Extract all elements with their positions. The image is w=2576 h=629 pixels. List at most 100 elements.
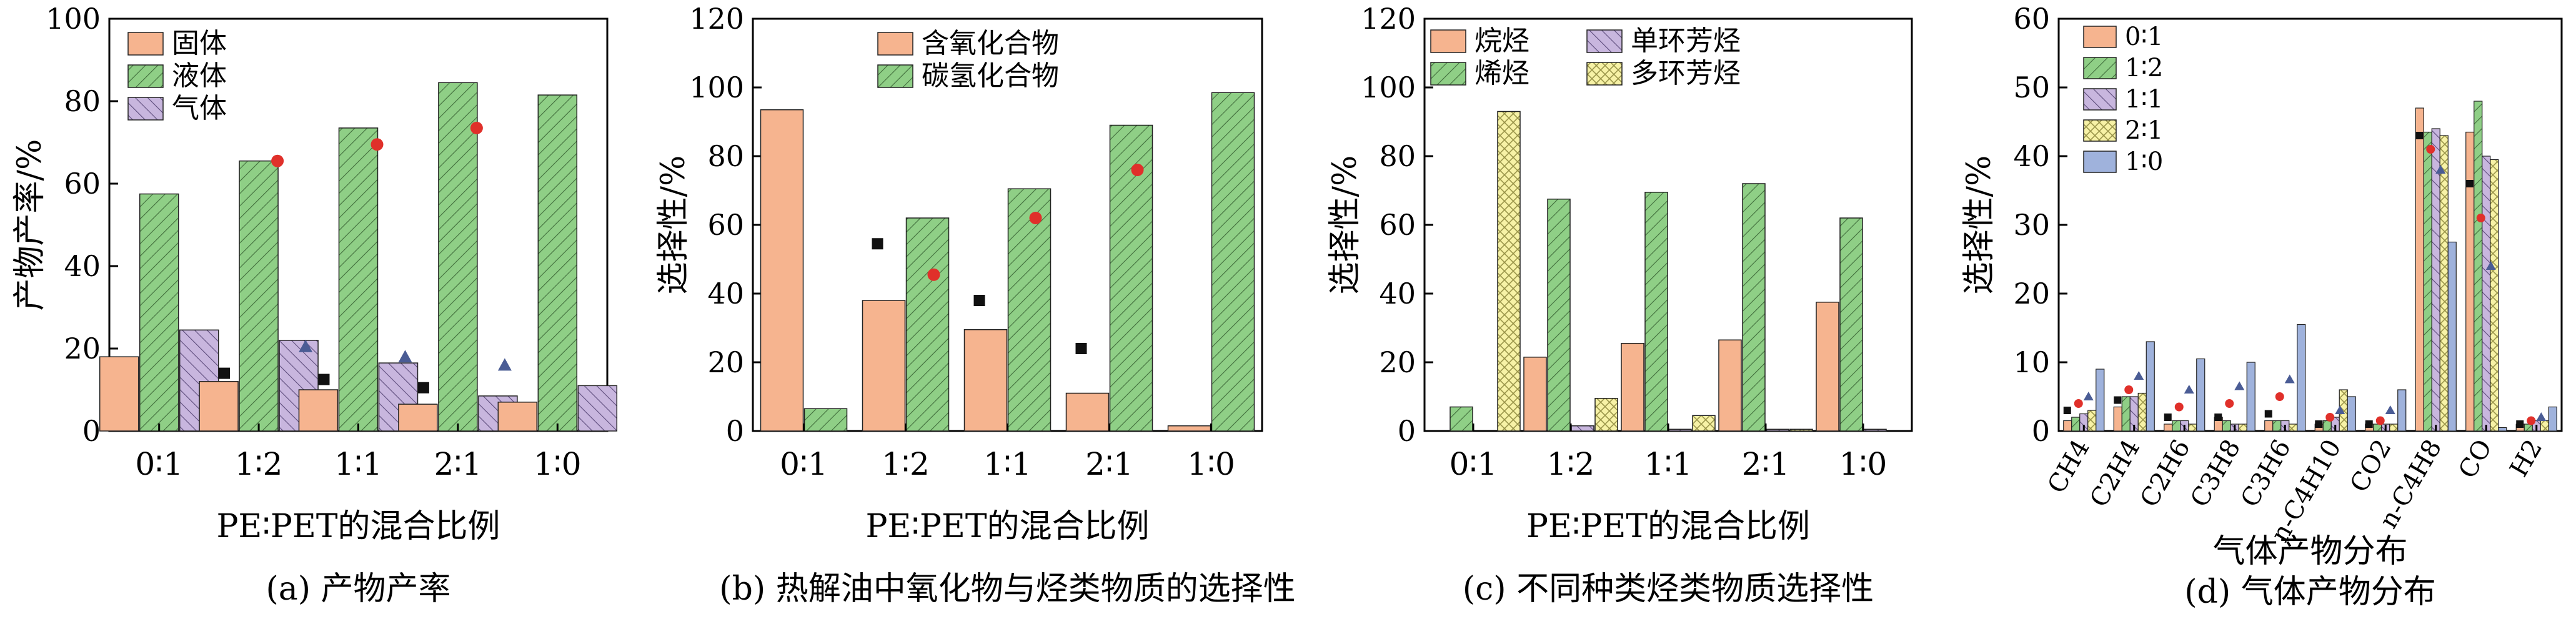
- marker-triangle: [299, 339, 313, 352]
- chart-d: 0102030405060选择性/%CH4C2H4C2H6C3H8C3H6n-C…: [1961, 2, 2563, 611]
- legend-label: 2∶1: [2125, 116, 2163, 145]
- x-tick-label: 1∶2: [235, 446, 283, 482]
- x-tick-label: 1∶2: [1547, 446, 1595, 482]
- x-tick-label: 1∶1: [983, 446, 1032, 482]
- y-tick-label: 20: [64, 332, 101, 365]
- bar: [438, 82, 478, 432]
- subplot-caption: (d) 气体产物分布: [2184, 573, 2435, 611]
- marker-triangle: [2335, 405, 2345, 414]
- y-tick-label: 0: [82, 414, 101, 448]
- bar: [1211, 92, 1255, 432]
- bar: [1547, 199, 1571, 432]
- chart-a: 0 20 40 60 80 100 产物产率/% 0∶1 1∶2 1∶1 2∶1 1∶0 PE∶PET的…: [11, 2, 618, 608]
- y-tick-label: 20: [1379, 345, 1416, 379]
- x-tick-label: 1∶1: [1644, 446, 1693, 482]
- x-tick-label: 1∶1: [334, 446, 382, 482]
- bar: [239, 160, 279, 432]
- marker-circle: [2426, 145, 2435, 154]
- legend-label: 0∶1: [2125, 22, 2163, 51]
- y-tick-label: 40: [707, 277, 744, 310]
- legend-swatch: [877, 32, 913, 56]
- y-tick-label: 120: [689, 2, 744, 36]
- y-axis-label: 选择性/%: [655, 156, 692, 295]
- marker-circle: [2124, 385, 2134, 394]
- x-tick-label: H2: [2504, 435, 2548, 482]
- bar: [2548, 406, 2557, 432]
- bar: [298, 389, 339, 432]
- legend-label: 碳氢化合物: [922, 60, 1059, 92]
- marker-triangle: [2284, 374, 2295, 384]
- bar: [2373, 423, 2382, 432]
- y-tick-label: 60: [1379, 208, 1416, 242]
- x-axis-label: PE∶PET的混合比例: [216, 508, 500, 545]
- legend-label: 1∶2: [2125, 54, 2163, 82]
- bar: [803, 408, 848, 432]
- legend-swatch: [1430, 62, 1466, 86]
- bar: [338, 127, 379, 432]
- marker-triangle: [2485, 261, 2496, 270]
- subplot-caption: (c) 不同种类烃类物质选择性: [1463, 570, 1874, 608]
- bar: [2121, 396, 2131, 432]
- bar: [2431, 128, 2440, 432]
- y-tick-label: 100: [1361, 71, 1416, 104]
- bar: [1789, 428, 1813, 432]
- marker-square: [2164, 414, 2172, 421]
- bar: [760, 109, 804, 432]
- x-tick-label: 0∶1: [135, 446, 183, 482]
- legend-label: 含氧化合物: [922, 27, 1059, 59]
- x-tick-label: C3H8: [2185, 435, 2246, 512]
- x-tick-label: 2∶1: [434, 446, 482, 482]
- x-tick-label: 0∶1: [1450, 446, 1498, 482]
- marker-triangle: [2536, 412, 2547, 421]
- y-tick-label: 30: [2013, 208, 2050, 242]
- marker-square: [973, 295, 985, 306]
- bar: [1692, 415, 1716, 432]
- legend-swatch: [1586, 62, 1623, 86]
- marker-circle: [2174, 402, 2184, 412]
- marker-circle: [927, 268, 940, 281]
- y-axis-label: 选择性/%: [1326, 156, 1364, 295]
- y-tick-label: 60: [707, 208, 744, 242]
- bar: [1497, 111, 1521, 432]
- bar: [1816, 302, 1839, 432]
- marker-triangle: [2234, 381, 2245, 390]
- marker-triangle: [2184, 385, 2194, 394]
- marker-circle: [2074, 399, 2083, 408]
- marker-triangle: [398, 350, 412, 363]
- marker-square: [219, 367, 231, 379]
- bar: [398, 404, 438, 432]
- marker-square: [2516, 420, 2524, 428]
- bar: [1742, 183, 1766, 432]
- marker-square: [2415, 132, 2424, 139]
- bar: [2415, 107, 2424, 432]
- bar: [2482, 156, 2491, 432]
- legend-swatch: [877, 64, 913, 88]
- marker-circle: [2375, 416, 2385, 425]
- bar: [862, 300, 906, 432]
- marker-triangle: [2083, 392, 2094, 400]
- chart-c: 0 20 40 60 80 100 120 选择性/% 0∶1 1∶2 1∶1 2∶1 1∶0 PE∶PE…: [1326, 2, 1913, 608]
- bar: [2347, 396, 2356, 432]
- legend-swatch: [2083, 88, 2117, 111]
- legend-swatch: [127, 64, 164, 88]
- x-tick-label: 2∶1: [1742, 446, 1790, 482]
- marker-square: [2465, 180, 2474, 187]
- legend-label: 1∶0: [2125, 147, 2163, 176]
- bar: [2465, 131, 2475, 432]
- bar: [2498, 427, 2507, 432]
- x-tick-label: C2H6: [2135, 435, 2196, 512]
- y-tick-label: 100: [46, 2, 101, 36]
- marker-circle: [2527, 416, 2536, 425]
- y-tick-label: 60: [2013, 2, 2050, 36]
- legend-label: 气体: [172, 92, 227, 124]
- subplot-caption: (b) 热解油中氧化物与烃类物质的选择性: [719, 570, 1295, 608]
- legend-swatch: [127, 32, 164, 56]
- x-tick-label: 1∶0: [1839, 446, 1887, 482]
- legend-label: 液体: [172, 60, 227, 92]
- x-tick-label: 1∶0: [534, 446, 582, 482]
- bar: [2146, 341, 2155, 432]
- bar: [2397, 389, 2407, 432]
- marker-circle: [370, 138, 384, 151]
- marker-square: [872, 238, 883, 250]
